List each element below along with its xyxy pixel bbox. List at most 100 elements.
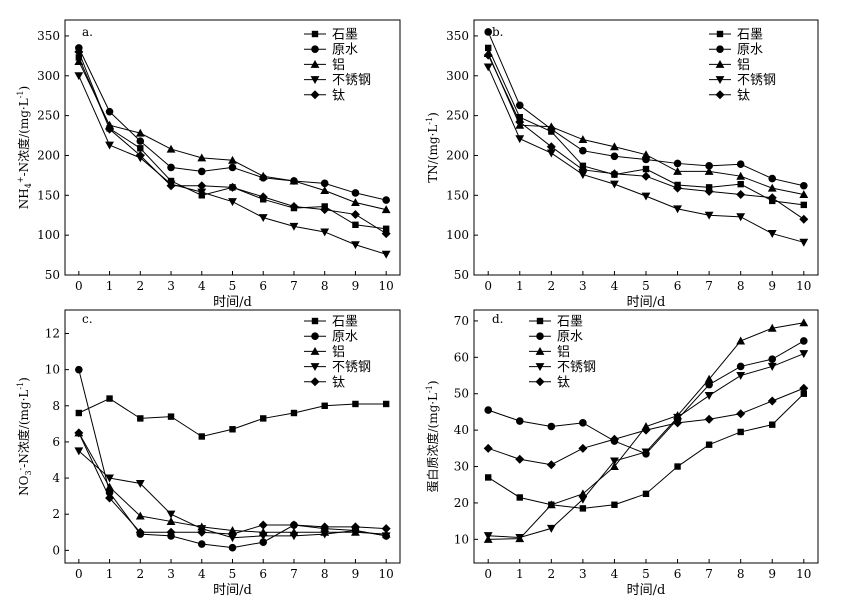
data-point xyxy=(704,186,714,196)
data-point xyxy=(610,457,619,466)
data-point xyxy=(106,395,113,402)
data-point xyxy=(167,413,175,420)
data-point xyxy=(483,443,493,453)
y-tick-label: 300 xyxy=(37,69,60,83)
data-point xyxy=(228,198,237,207)
data-point xyxy=(105,482,114,491)
data-point xyxy=(799,214,809,224)
y-tick-label: 200 xyxy=(446,148,469,162)
x-tick-label: 8 xyxy=(321,567,329,581)
data-point xyxy=(166,517,176,525)
legend-marker xyxy=(716,30,724,38)
data-point xyxy=(259,538,268,547)
data-point xyxy=(135,128,145,137)
data-point xyxy=(483,50,493,60)
data-point xyxy=(736,171,746,180)
legend-marker xyxy=(311,317,319,325)
data-point xyxy=(799,318,809,327)
legend-marker xyxy=(715,90,725,100)
data-point xyxy=(167,163,175,172)
data-point xyxy=(350,209,360,219)
series-line-3 xyxy=(78,450,387,539)
x-tick-label: 3 xyxy=(167,567,175,581)
data-point xyxy=(704,211,714,220)
x-tick-label: 9 xyxy=(768,567,776,581)
x-axis-label: 时间/d xyxy=(627,583,666,598)
data-point xyxy=(578,165,588,175)
data-point xyxy=(75,365,83,374)
data-point xyxy=(736,160,745,169)
data-point xyxy=(135,511,145,520)
data-point xyxy=(381,250,391,259)
data-point xyxy=(516,494,523,501)
data-point xyxy=(382,196,390,204)
data-point xyxy=(578,171,588,179)
x-tick-label: 9 xyxy=(352,279,360,293)
x-tick-label: 0 xyxy=(75,279,83,293)
legend-label: 铝 xyxy=(332,345,345,360)
x-tick-label: 6 xyxy=(674,567,682,581)
data-point xyxy=(673,205,682,214)
y-label-subscript: 4 xyxy=(24,183,33,188)
data-point xyxy=(515,533,525,542)
data-point xyxy=(135,150,145,160)
legend-label: 不锈钢 xyxy=(332,73,371,88)
data-point xyxy=(611,501,618,508)
data-point xyxy=(546,122,556,131)
data-point xyxy=(382,225,390,232)
y-tick-label: 50 xyxy=(454,387,469,401)
data-point xyxy=(799,181,808,190)
data-point xyxy=(381,205,391,214)
y-label-text: NH xyxy=(17,188,31,209)
y-label-text: -N浓度/(mg·L xyxy=(16,390,31,468)
x-tick-label: 3 xyxy=(579,279,587,293)
legend-label: 石墨 xyxy=(557,315,583,330)
data-point xyxy=(260,415,267,422)
legend-marker xyxy=(310,76,320,84)
y-tick-label: 8 xyxy=(52,399,60,413)
x-tick-label: 6 xyxy=(674,279,682,293)
y-label-superscript: -1 xyxy=(16,91,25,99)
x-tick-label: 3 xyxy=(167,279,175,293)
data-point xyxy=(105,124,115,134)
data-point xyxy=(320,228,330,237)
data-point xyxy=(578,489,588,498)
legend-label: 石墨 xyxy=(332,28,358,43)
data-point xyxy=(483,63,493,72)
data-point xyxy=(484,406,493,414)
x-tick-label: 6 xyxy=(259,567,267,581)
data-point xyxy=(105,141,114,150)
data-point xyxy=(289,222,299,231)
data-point xyxy=(351,198,360,207)
data-point xyxy=(381,229,391,239)
x-tick-label: 5 xyxy=(229,279,237,293)
data-point xyxy=(736,409,746,419)
plot-frame xyxy=(64,309,401,564)
y-tick-label: 50 xyxy=(45,268,60,282)
x-axis-label: 时间/d xyxy=(213,583,252,598)
data-point xyxy=(515,135,525,144)
data-point xyxy=(579,146,587,155)
data-point xyxy=(382,400,390,408)
legend-label: 石墨 xyxy=(332,315,358,330)
x-tick-label: 5 xyxy=(642,279,650,293)
data-point xyxy=(799,337,808,345)
x-tick-label: 4 xyxy=(611,279,619,293)
data-point xyxy=(515,417,524,425)
data-point xyxy=(610,180,619,189)
x-tick-label: 10 xyxy=(379,279,394,293)
data-point xyxy=(258,192,268,202)
data-point xyxy=(350,522,360,532)
x-tick-label: 4 xyxy=(611,567,619,581)
x-tick-label: 8 xyxy=(321,279,329,293)
legend-label: 石墨 xyxy=(737,28,763,43)
data-point xyxy=(736,190,746,200)
data-point xyxy=(105,474,114,483)
data-point xyxy=(483,532,493,541)
x-tick-label: 6 xyxy=(259,279,267,293)
data-point xyxy=(579,505,587,512)
data-point xyxy=(74,428,84,438)
y-tick-label: 100 xyxy=(446,228,469,242)
x-tick-label: 10 xyxy=(379,567,394,581)
legend-marker xyxy=(310,377,320,387)
